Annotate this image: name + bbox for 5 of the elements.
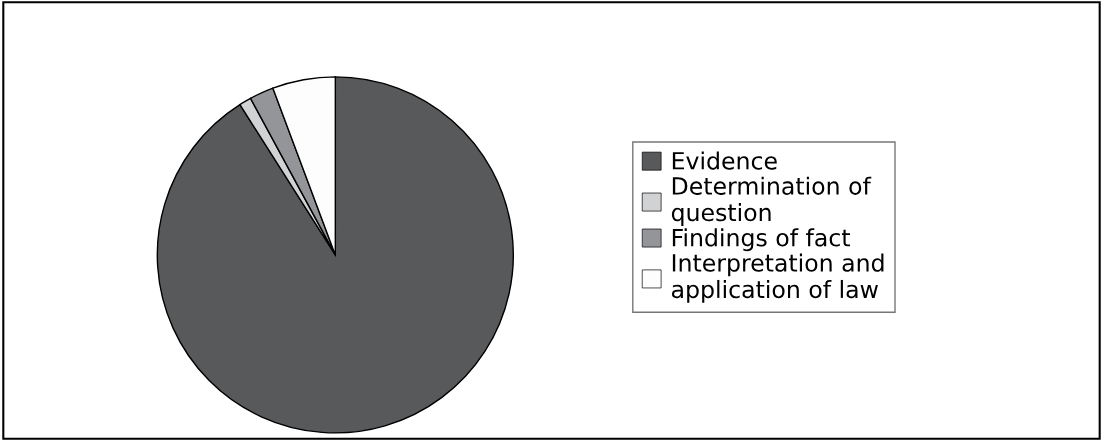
pie-slice bbox=[156, 76, 515, 434]
legend-label: Interpretation and application of law bbox=[671, 253, 884, 303]
legend-label: Findings of fact bbox=[672, 228, 850, 252]
legend-label: Determination of question bbox=[671, 176, 872, 226]
legend-label: Evidence bbox=[672, 151, 777, 170]
